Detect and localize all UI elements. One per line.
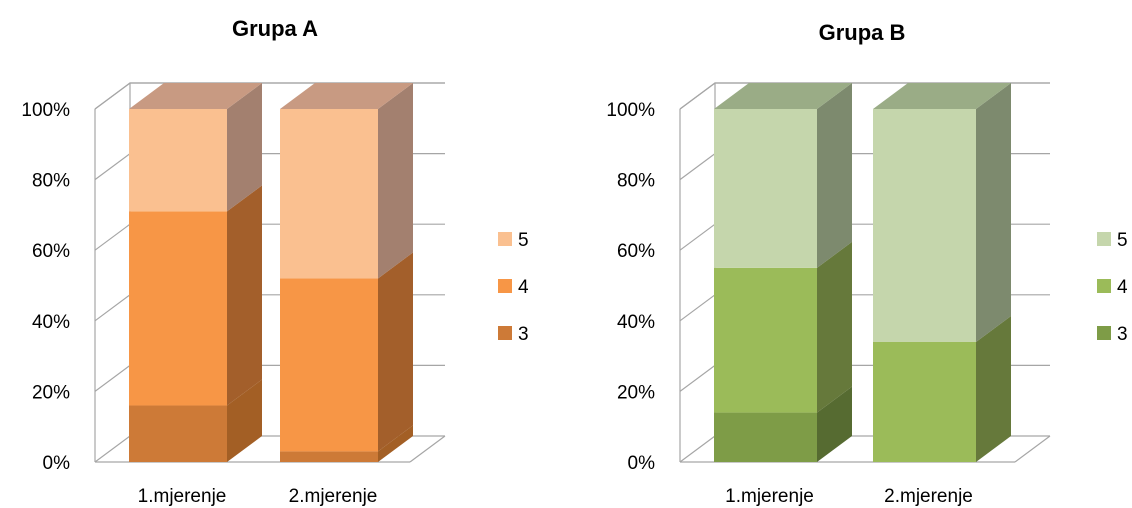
bar-stack bbox=[873, 83, 1011, 462]
bar-front-face bbox=[873, 341, 976, 462]
x-category-label: 1.mjerenje bbox=[725, 486, 814, 507]
y-tick-label: 40% bbox=[32, 312, 70, 333]
y-tick-label: 40% bbox=[617, 312, 655, 333]
bar-side-face bbox=[976, 83, 1011, 342]
bar-side-face bbox=[227, 83, 262, 212]
bar-front-face bbox=[280, 109, 378, 279]
x-category-label: 1.mjerenje bbox=[138, 486, 227, 507]
chart-title: Grupa B bbox=[819, 20, 906, 45]
legend-swatch bbox=[1097, 326, 1111, 340]
bar-front-face bbox=[714, 412, 817, 462]
bar-segment bbox=[714, 386, 852, 462]
bar-front-face bbox=[280, 451, 378, 462]
bar-top-face bbox=[873, 83, 1011, 109]
y-tick-label: 20% bbox=[617, 382, 655, 403]
bar-stack bbox=[280, 83, 413, 462]
legend-swatch bbox=[498, 326, 512, 340]
bar-segment bbox=[280, 425, 413, 462]
bar-segment bbox=[280, 83, 413, 279]
bar-top-face bbox=[714, 83, 852, 109]
bar-segment bbox=[280, 252, 413, 452]
y-tick-label: 60% bbox=[617, 241, 655, 262]
legend: 5 4 3 bbox=[1097, 230, 1128, 345]
floor-right-edge bbox=[409, 435, 446, 463]
legend-label: 4 bbox=[1117, 277, 1128, 298]
floor-right-edge bbox=[1014, 435, 1051, 463]
bar-front-face bbox=[129, 211, 227, 406]
legend-swatch bbox=[498, 232, 512, 246]
bar-segment bbox=[873, 83, 1011, 342]
legend-swatch bbox=[1097, 279, 1111, 293]
bar-front-face bbox=[129, 109, 227, 212]
bar-front-face bbox=[129, 405, 227, 462]
bar-segment bbox=[129, 185, 262, 406]
bar-side-face bbox=[378, 252, 413, 452]
legend-swatch bbox=[1097, 232, 1111, 246]
legend-label: 3 bbox=[518, 324, 529, 345]
bar-segment bbox=[714, 241, 852, 413]
y-tick-label: 60% bbox=[32, 241, 70, 262]
y-tick-label: 80% bbox=[32, 171, 70, 192]
bar-side-face bbox=[378, 83, 413, 279]
y-tick-label: 0% bbox=[43, 453, 71, 474]
chart-panel-grupa-b: Grupa B 0% 20% 40% 60% 80% 100% 1.mjerenje 2.mj… bbox=[606, 20, 1128, 507]
bar-stack bbox=[714, 83, 852, 462]
legend-label: 3 bbox=[1117, 324, 1128, 345]
bar-side-face bbox=[378, 425, 413, 462]
legend-label: 5 bbox=[518, 230, 529, 251]
bar-side-face bbox=[976, 315, 1011, 462]
bar-side-face bbox=[817, 83, 852, 268]
chart-title: Grupa A bbox=[232, 16, 318, 41]
bar-side-face bbox=[817, 241, 852, 413]
bar-front-face bbox=[280, 278, 378, 452]
bar-side-face bbox=[817, 386, 852, 462]
y-tick-label: 100% bbox=[606, 100, 655, 121]
bar-top-face bbox=[280, 83, 413, 109]
bar-segment bbox=[714, 83, 852, 268]
y-tick-label: 20% bbox=[32, 382, 70, 403]
bar-front-face bbox=[714, 267, 817, 413]
bar-segment bbox=[129, 83, 262, 212]
legend-label: 5 bbox=[1117, 230, 1128, 251]
legend-label: 4 bbox=[518, 277, 529, 298]
chart-panel-grupa-a: Grupa A 0% 20% 40% 60% 80% 100% 1.mjerenje 2.mj… bbox=[21, 16, 529, 507]
bar-stack bbox=[129, 83, 262, 462]
bar-front-face bbox=[714, 109, 817, 268]
y-tick-label: 100% bbox=[21, 100, 70, 121]
bar-front-face bbox=[873, 109, 976, 342]
x-category-label: 2.mjerenje bbox=[289, 486, 378, 507]
bar-side-face bbox=[227, 185, 262, 406]
legend-swatch bbox=[498, 279, 512, 293]
bar-segment bbox=[129, 379, 262, 462]
bar-segment bbox=[873, 315, 1011, 462]
bar-side-face bbox=[227, 379, 262, 462]
y-tick-label: 0% bbox=[628, 453, 656, 474]
y-tick-label: 80% bbox=[617, 171, 655, 192]
bar-top-face bbox=[129, 83, 262, 109]
legend: 5 4 3 bbox=[498, 230, 529, 345]
x-category-label: 2.mjerenje bbox=[884, 486, 973, 507]
